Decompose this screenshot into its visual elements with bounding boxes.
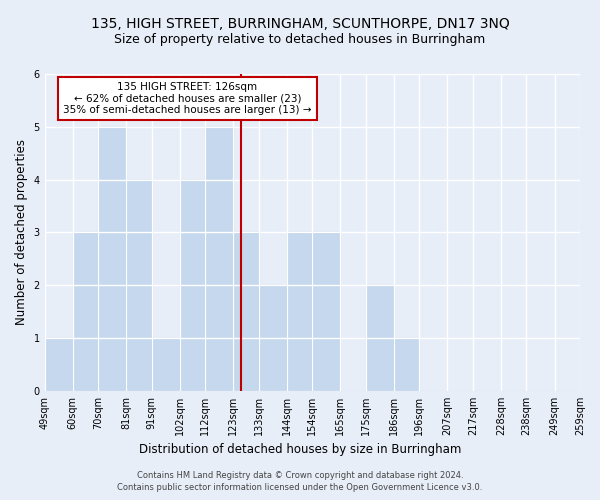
Text: Distribution of detached houses by size in Burringham: Distribution of detached houses by size … <box>139 442 461 456</box>
Text: Contains HM Land Registry data © Crown copyright and database right 2024.: Contains HM Land Registry data © Crown c… <box>137 471 463 480</box>
Y-axis label: Number of detached properties: Number of detached properties <box>15 140 28 326</box>
Bar <box>366 285 394 391</box>
Bar <box>152 338 180 391</box>
Text: 135 HIGH STREET: 126sqm
← 62% of detached houses are smaller (23)
35% of semi-de: 135 HIGH STREET: 126sqm ← 62% of detache… <box>63 82 311 115</box>
Bar <box>394 338 419 391</box>
Bar <box>180 180 205 391</box>
Bar <box>205 127 233 391</box>
Bar <box>287 232 313 391</box>
Bar <box>98 127 126 391</box>
Bar <box>233 232 259 391</box>
Bar <box>126 180 152 391</box>
Text: 135, HIGH STREET, BURRINGHAM, SCUNTHORPE, DN17 3NQ: 135, HIGH STREET, BURRINGHAM, SCUNTHORPE… <box>91 18 509 32</box>
Bar <box>44 338 73 391</box>
Bar <box>73 232 98 391</box>
Text: Contains public sector information licensed under the Open Government Licence v3: Contains public sector information licen… <box>118 484 482 492</box>
Text: Size of property relative to detached houses in Burringham: Size of property relative to detached ho… <box>115 32 485 46</box>
Bar <box>313 232 340 391</box>
Bar <box>259 285 287 391</box>
